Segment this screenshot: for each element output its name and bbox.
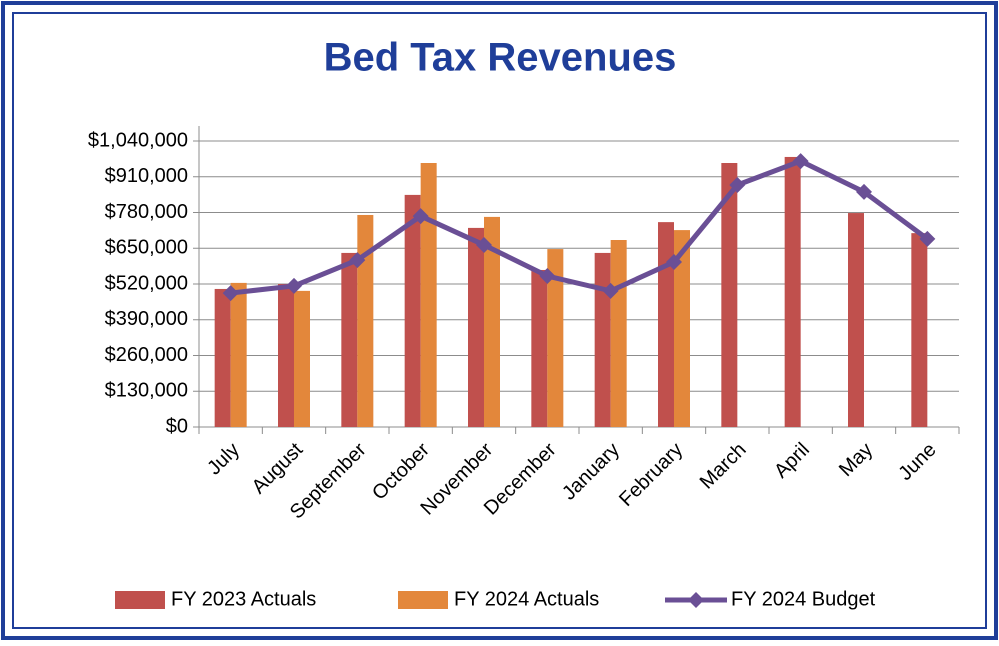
line-marker — [602, 282, 619, 299]
y-tick-label: $0 — [166, 415, 188, 437]
line-marker — [666, 254, 682, 270]
y-tick-label: $260,000 — [105, 344, 188, 366]
y-tick-label: $780,000 — [105, 201, 188, 223]
bar — [594, 252, 611, 427]
x-tick-label: October — [368, 438, 434, 504]
y-tick-label: $650,000 — [105, 237, 188, 259]
line-marker — [792, 153, 809, 170]
bar — [658, 222, 674, 427]
bar — [341, 252, 358, 427]
bar — [784, 156, 801, 427]
x-tick-label: August — [248, 438, 308, 498]
x-tick-label: January — [558, 439, 624, 505]
x-tick-label: July — [203, 439, 244, 480]
line-marker — [349, 252, 366, 269]
bar — [404, 194, 421, 427]
line — [230, 158, 929, 296]
line-marker — [476, 236, 492, 253]
bar — [721, 163, 738, 427]
line-marker — [222, 285, 239, 302]
x-tick-label: June — [894, 439, 940, 485]
bar — [230, 282, 247, 427]
x-tick-label: February — [615, 439, 687, 511]
bar — [357, 214, 374, 427]
legend-swatch — [115, 591, 165, 609]
bar — [674, 230, 690, 427]
bar — [547, 249, 564, 427]
x-tick-label: May — [835, 439, 877, 481]
line-marker — [729, 177, 746, 193]
line-marker — [412, 208, 429, 225]
bar — [848, 213, 864, 427]
bar — [294, 290, 310, 427]
x-tick-label: April — [770, 439, 814, 483]
y-tick-label: $130,000 — [105, 380, 188, 402]
line-marker — [919, 230, 936, 247]
bar — [911, 233, 928, 427]
x-tick-label: March — [696, 439, 751, 494]
legend-label: FY 2023 Actuals — [171, 588, 316, 610]
legend-marker — [688, 592, 704, 608]
legend-label: FY 2024 Budget — [731, 588, 876, 610]
chart-title: Bed Tax Revenues — [324, 36, 677, 80]
y-tick-label: $520,000 — [105, 272, 188, 294]
y-tick-label: $1,040,000 — [88, 129, 188, 151]
bar — [531, 269, 548, 427]
bar — [610, 240, 627, 427]
bar — [484, 216, 500, 427]
bar — [278, 284, 294, 427]
line-marker — [539, 268, 556, 285]
y-tick-label: $910,000 — [105, 165, 188, 187]
bar — [214, 288, 231, 427]
bar — [468, 227, 484, 427]
line-marker — [286, 277, 302, 294]
line-marker — [856, 183, 872, 200]
y-tick-label: $390,000 — [105, 308, 188, 330]
legend-swatch — [398, 591, 448, 609]
bar — [420, 163, 437, 427]
inner-frame — [12, 12, 987, 629]
legend-label: FY 2024 Actuals — [454, 588, 599, 610]
